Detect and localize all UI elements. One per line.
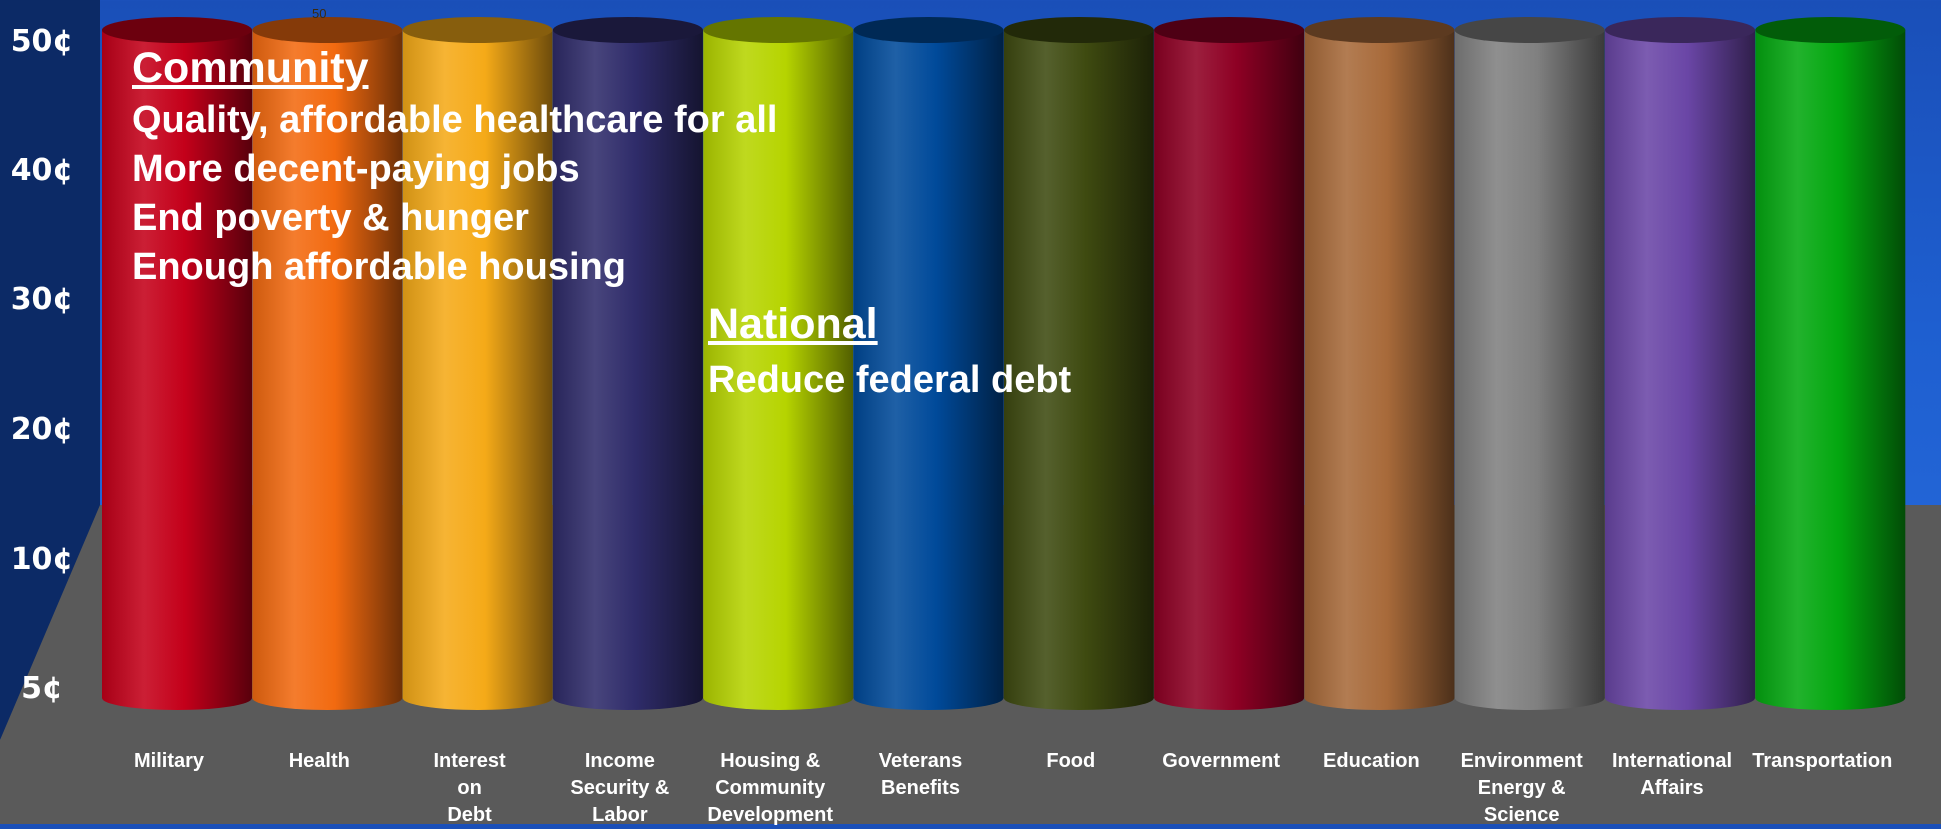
bar-body	[1605, 30, 1755, 698]
bar-body	[102, 30, 252, 698]
bar-body	[1755, 30, 1906, 698]
x-tick-label: Interest on Debt	[433, 750, 506, 826]
bar-cap	[703, 17, 854, 43]
bar-body	[1003, 30, 1154, 698]
bar-cap	[853, 17, 1004, 43]
x-tick-label: Housing & Community Development	[707, 750, 833, 826]
bar-body	[853, 30, 1004, 698]
y-tick-label: 20¢	[10, 412, 74, 447]
bar-base	[1304, 686, 1455, 710]
x-tick-label: Environment Energy & Science	[1460, 750, 1583, 826]
x-tick-label: Transportation	[1752, 750, 1893, 772]
national-annotation: National Reduce federal debt	[708, 300, 1071, 402]
bar-body	[1154, 30, 1305, 698]
bar-cap	[1454, 17, 1605, 43]
bar-cap	[102, 17, 252, 43]
bar-cap	[552, 17, 703, 43]
bar-base	[1154, 686, 1305, 710]
bar	[1755, 17, 1906, 710]
x-tick-label: Food	[1046, 750, 1096, 772]
bar-body	[402, 30, 553, 698]
left-wall	[0, 0, 100, 740]
y-tick-label: 10¢	[10, 542, 74, 577]
x-tick-label: Income Security & Labor	[570, 750, 670, 826]
bar-cap	[1755, 17, 1906, 43]
y-tick-label: 50¢	[10, 24, 74, 59]
bars-group	[102, 17, 1906, 710]
bar-base	[1605, 686, 1755, 710]
community-line: Quality, affordable healthcare for all	[132, 99, 778, 141]
y-tick-label: 5¢	[21, 671, 63, 706]
x-tick-label: Veterans Benefits	[878, 750, 963, 799]
national-heading: National	[708, 300, 878, 348]
community-line: Enough affordable housing	[132, 246, 626, 288]
bar	[1605, 17, 1755, 710]
bar-base	[402, 686, 553, 710]
bar-base	[252, 686, 403, 710]
x-tick-label: Government	[1162, 750, 1280, 772]
x-tick-label: Health	[288, 750, 350, 772]
bar	[853, 17, 1004, 710]
bar-base	[552, 686, 703, 710]
bar-cap	[1605, 17, 1755, 43]
bar-base	[1755, 686, 1906, 710]
top-tick-label: 50	[312, 6, 327, 21]
bar	[552, 17, 703, 710]
x-tick-label: Military	[133, 750, 205, 772]
bar-cap	[402, 17, 553, 43]
bar-base	[102, 686, 252, 710]
bar-base	[1454, 686, 1605, 710]
bar-base	[703, 686, 854, 710]
bar-body	[1454, 30, 1605, 698]
community-heading: Community	[132, 44, 369, 92]
bar-base	[1003, 686, 1154, 710]
y-tick-label: 30¢	[10, 282, 74, 317]
bar	[252, 17, 403, 710]
x-tick-label: International Affairs	[1611, 750, 1732, 799]
bar	[1003, 17, 1154, 710]
bar-body	[252, 30, 403, 698]
bar	[102, 17, 252, 710]
community-line: End poverty & hunger	[132, 197, 529, 239]
bar-cap	[1154, 17, 1305, 43]
bar	[703, 17, 854, 710]
bar-cap	[252, 17, 403, 43]
national-line: Reduce federal debt	[708, 359, 1072, 401]
bar-base	[853, 686, 1004, 710]
x-tick-label: Education	[1323, 750, 1420, 772]
bar-cap	[1304, 17, 1455, 43]
community-annotation: Community Quality, affordable healthcare…	[132, 44, 777, 289]
bar	[1304, 17, 1455, 710]
bar	[1154, 17, 1305, 710]
bar-body	[1304, 30, 1455, 698]
bar	[1454, 17, 1605, 710]
y-tick-label: 40¢	[10, 153, 74, 188]
bar	[402, 17, 553, 710]
bar-body	[703, 30, 854, 698]
community-line: More decent-paying jobs	[132, 148, 580, 190]
bar-cap	[1003, 17, 1154, 43]
bar-body	[552, 30, 703, 698]
